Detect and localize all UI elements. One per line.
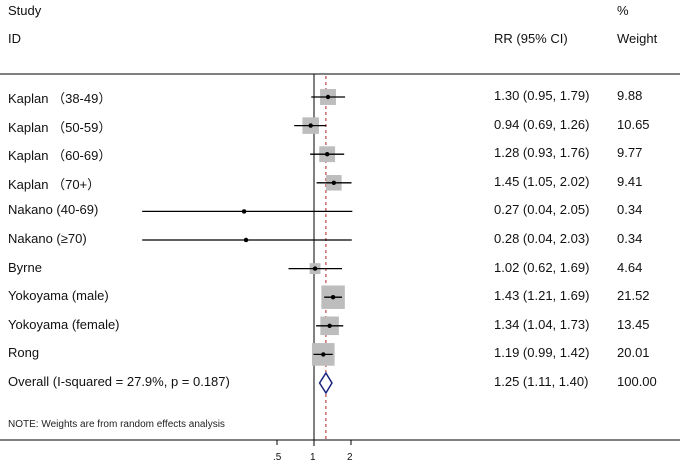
study-label: Byrne (8, 259, 42, 275)
weight-value: 9.88 (617, 88, 643, 103)
point-estimate (241, 209, 247, 214)
rr-ci-value: 0.28 (0.04, 2.03) (494, 231, 590, 246)
point-estimate (308, 123, 313, 128)
weight-value: 0.34 (617, 231, 643, 246)
point-estimate (324, 152, 330, 157)
weight-value: 0.34 (617, 202, 643, 218)
rr-ci-value: 1.28 (0.93, 1.76) (494, 145, 590, 161)
overall-label: Overall (I-squared = 27.9%, p = 0.187) (8, 374, 230, 389)
weight-value: 9.77 (617, 145, 643, 161)
point-estimate (321, 352, 326, 357)
study-label: Yokoyama (male) (8, 288, 109, 304)
point-estimate (327, 323, 332, 328)
weight-value: 20.01 (617, 345, 650, 361)
overall-weight-value: 100.00 (617, 374, 657, 389)
rr-ci-value: 0.27 (0.04, 2.05) (494, 202, 590, 218)
overall-diamond (318, 371, 333, 395)
point-estimate (331, 180, 337, 185)
rr-ci-value: 1.34 (1.04, 1.73) (494, 316, 590, 332)
study-label: Kaplan （60-69） (8, 148, 112, 164)
x-tick-label: 1 (310, 452, 316, 463)
x-tick-label: .5 (273, 452, 282, 463)
study-label: Rong (8, 345, 40, 361)
header-rr-ci: RR (95% CI) (494, 31, 568, 46)
study-label: Nakano (40-69) (8, 202, 99, 218)
overall-rr-ci-value: 1.25 (1.11, 1.40) (494, 374, 589, 389)
point-estimate (243, 237, 249, 243)
weight-value: 10.65 (617, 116, 650, 132)
study-label: Kaplan （70+） (8, 176, 101, 192)
study-label: Kaplan （38-49） (8, 91, 112, 106)
header-study: Study (8, 3, 42, 18)
rr-ci-value: 1.02 (0.62, 1.69) (494, 259, 590, 275)
weight-value: 9.41 (617, 173, 643, 189)
rr-ci-value: 1.43 (1.21, 1.69) (494, 288, 590, 304)
rr-ci-value: 1.19 (0.99, 1.42) (494, 345, 590, 361)
x-tick-label: 2 (347, 452, 353, 463)
rr-ci-value: 1.45 (1.05, 2.02) (494, 173, 590, 189)
weight-value: 21.52 (617, 288, 650, 304)
study-label: Kaplan （50-59） (8, 119, 112, 135)
rr-ci-value: 1.30 (0.95, 1.79) (494, 88, 590, 103)
weights-note: NOTE: Weights are from random effects an… (8, 419, 225, 430)
weight-value: 4.64 (617, 259, 643, 275)
point-estimate (330, 295, 336, 300)
header-weight: Weight (617, 31, 658, 46)
header-percent: % (617, 3, 629, 18)
point-estimate (312, 266, 318, 271)
header-id: ID (8, 31, 21, 46)
rr-ci-value: 0.94 (0.69, 1.26) (494, 116, 590, 132)
weight-value: 13.45 (617, 316, 650, 332)
point-estimate (325, 94, 331, 100)
study-label: Yokoyama (female) (8, 316, 120, 332)
study-label: Nakano (≥70) (8, 231, 87, 246)
